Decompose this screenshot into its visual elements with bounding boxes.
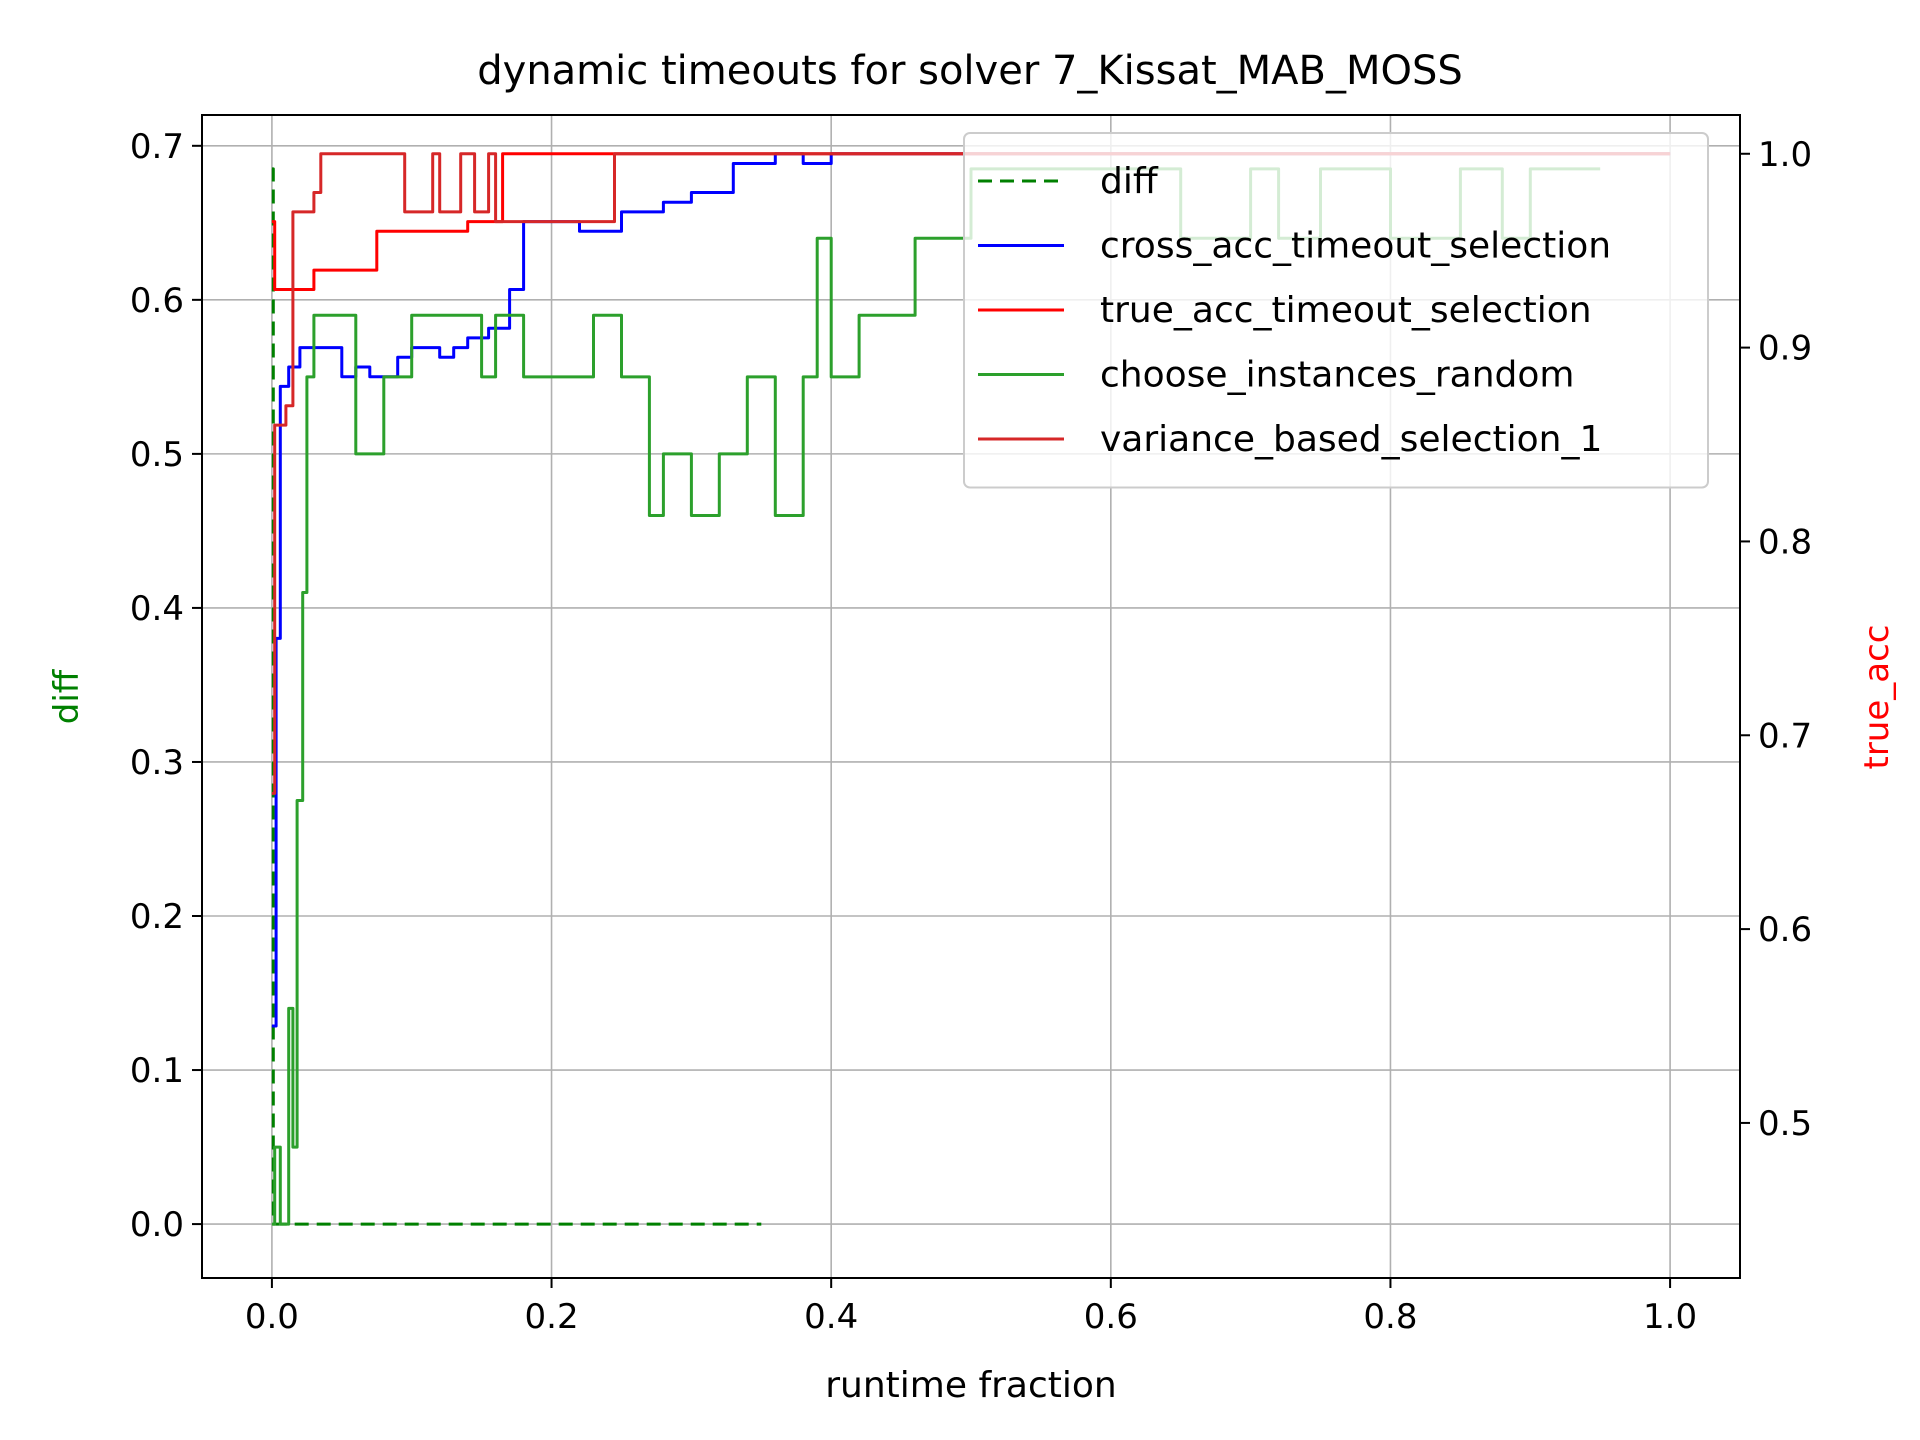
y-left-tick-label: 0.2 (130, 897, 184, 937)
y-left-tick-label: 0.1 (130, 1051, 184, 1091)
legend: diff cross_acc_timeout_selection true_acc_… (963, 132, 1709, 489)
y-right-tick-label: 0.6 (1758, 910, 1812, 950)
y-right-tick-label: 0.9 (1758, 329, 1812, 369)
x-tick-label: 0.0 (245, 1297, 299, 1337)
y-left-tick-label: 0.4 (130, 589, 184, 629)
chart-title: dynamic timeouts for solver 7_Kissat_MAB… (477, 48, 1463, 94)
series-line-variance-based-selection-1 (271, 152, 1671, 795)
series-line-cross-acc-timeout-selection (271, 152, 1671, 1028)
y-right-tick-label: 0.5 (1758, 1104, 1812, 1144)
legend-label: variance_based_selection_1 (1100, 419, 1602, 460)
legend-box (963, 132, 1709, 489)
y-left-tick-label: 0.0 (130, 1205, 184, 1245)
x-tick-label: 1.0 (1643, 1297, 1697, 1337)
x-tick-label: 0.2 (525, 1297, 579, 1337)
y-left-tick-label: 0.6 (130, 281, 184, 321)
plot-frame (201, 114, 1741, 1279)
y-axis-left-label: diff (47, 668, 87, 724)
x-tick-label: 0.4 (804, 1297, 858, 1337)
y-right-tick-label: 0.8 (1758, 522, 1812, 562)
legend-label: cross_acc_timeout_selection (1100, 226, 1611, 267)
y-axis-left: 0.0 0.1 0.2 0.3 0.4 0.5 0.6 0.7 (130, 127, 202, 1245)
y-left-tick-label: 0.3 (130, 743, 184, 783)
legend-label: diff (1100, 161, 1159, 202)
legend-label: choose_instances_random (1100, 355, 1574, 396)
y-left-tick-label: 0.5 (130, 435, 184, 475)
y-right-tick-label: 1.0 (1758, 135, 1812, 175)
x-axis: 0.0 0.2 0.4 0.6 0.8 1.0 (245, 1278, 1697, 1337)
y-axis-right-label: true_acc (1857, 625, 1897, 770)
x-axis-label: runtime fraction (825, 1365, 1117, 1406)
y-axis-right: 0.5 0.6 0.7 0.8 0.9 1.0 (1740, 135, 1812, 1144)
y-right-tick-label: 0.7 (1758, 716, 1812, 756)
x-tick-label: 0.6 (1084, 1297, 1138, 1337)
x-tick-label: 0.8 (1363, 1297, 1417, 1337)
y-left-tick-label: 0.7 (130, 127, 184, 167)
legend-label: true_acc_timeout_selection (1100, 290, 1592, 331)
